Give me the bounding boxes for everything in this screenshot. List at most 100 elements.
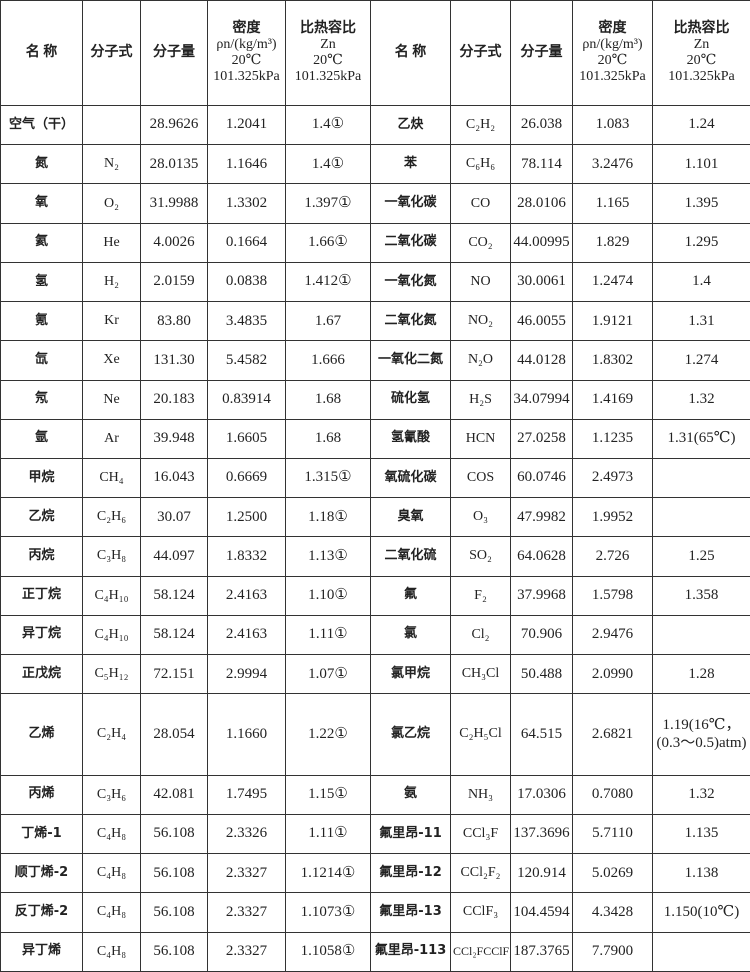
value-cell: 7.7900 [572, 931, 653, 972]
value-cell: 120.914 [510, 853, 573, 894]
value-cell: 2.4163 [207, 614, 286, 656]
value-cell: 56.108 [140, 931, 208, 972]
value-cell: 1.68 [285, 418, 371, 459]
name-cell: 反丁烯-2 [0, 892, 83, 933]
name-cell: 顺丁烯-2 [0, 853, 83, 894]
value-cell: 1.4 [652, 261, 750, 303]
header-cell: 比热容比 Zn 20℃ 101.325kPa [652, 0, 750, 106]
value-cell: 28.054 [140, 693, 208, 776]
table-row: 异丁烷 C₄H₁₀ 58.124 2.4163 1.11① 氯 Cl₂ 70.906 2.947… [0, 614, 750, 656]
header-line: 密度 [232, 20, 261, 36]
header-line: 101.325kPa [294, 69, 362, 85]
formula-cell: O₂ [82, 183, 141, 224]
name-cell: 正戊烷 [0, 654, 83, 695]
value-cell: 28.0135 [140, 144, 208, 185]
formula-cell: C₂H₂ [450, 104, 511, 146]
name-cell: 氟里昂-13 [370, 892, 451, 933]
value-cell: 1.68 [285, 379, 371, 420]
formula-cell: CCl₂F₂ [450, 853, 511, 894]
formula-cell: C₄H₈ [82, 853, 141, 894]
name-cell: 乙烯 [0, 693, 83, 776]
value-cell: 5.7110 [572, 813, 653, 855]
value-cell: 2.4163 [207, 575, 286, 616]
value-cell: 3.2476 [572, 144, 653, 185]
name-cell: 正丁烷 [0, 575, 83, 616]
name-cell: 氯甲烷 [370, 654, 451, 695]
formula-cell: Cl₂ [450, 614, 511, 656]
value-cell: 0.0838 [207, 261, 286, 303]
header-cell: 名 称 [0, 0, 83, 106]
value-cell: 1.1058① [285, 931, 371, 972]
formula-cell: CH₄ [82, 457, 141, 499]
value-cell: 2.726 [572, 536, 653, 577]
value-cell: 1.28 [652, 654, 750, 695]
value-cell: 1.2041 [207, 104, 286, 146]
value-cell: 1.083 [572, 104, 653, 146]
table-row: 顺丁烯-2 C₄H₈ 56.108 2.3327 1.1214① 氟里昂-12 CCl₂F₂… [0, 853, 750, 894]
name-cell: 臭氧 [370, 497, 451, 538]
value-cell: 1.4① [285, 104, 371, 146]
formula-cell: He [82, 222, 141, 263]
value-cell: 0.1664 [207, 222, 286, 263]
formula-cell: H₂S [450, 379, 511, 420]
value-cell: 1.2500 [207, 497, 286, 538]
name-cell: 氪 [0, 301, 83, 342]
value-cell: 30.07 [140, 497, 208, 538]
value-cell: 2.3327 [207, 853, 286, 894]
value-cell: 2.0159 [140, 261, 208, 303]
name-cell: 氖 [0, 379, 83, 420]
formula-cell: Ar [82, 418, 141, 459]
value-cell: 70.906 [510, 614, 573, 656]
empty-cell [82, 104, 141, 146]
formula-cell: C₄H₁₀ [82, 575, 141, 616]
formula-cell: CH₃Cl [450, 654, 511, 695]
formula-cell: Kr [82, 301, 141, 342]
value-cell: 1.150(10℃) [652, 892, 750, 933]
name-cell: 丙烷 [0, 536, 83, 577]
value-cell: 1.67 [285, 301, 371, 342]
value-cell: 1.18① [285, 497, 371, 538]
value-cell: 1.9952 [572, 497, 653, 538]
value-cell: 2.4973 [572, 457, 653, 499]
formula-cell: H₂ [82, 261, 141, 303]
value-cell: 42.081 [140, 774, 208, 815]
name-cell: 乙烷 [0, 497, 83, 538]
formula-cell: C₄H₈ [82, 892, 141, 933]
header-line: ρn/(kg/m³) [582, 36, 643, 52]
formula-cell: F₂ [450, 575, 511, 616]
value-cell: 1.2474 [572, 261, 653, 303]
formula-cell: HCN [450, 418, 511, 459]
table-row: 氙 Xe 131.30 5.4582 1.666 一氧化二氮 N₂O 44.0128 1.830… [0, 340, 750, 381]
value-cell: 1.9121 [572, 301, 653, 342]
table-row: 正戊烷 C₅H₁₂ 72.151 2.9994 1.07① 氯甲烷 CH₃Cl 50.488 2… [0, 654, 750, 695]
header-line: 比热容比 [300, 20, 356, 36]
value-cell: 60.0746 [510, 457, 573, 499]
value-cell: 58.124 [140, 614, 208, 656]
formula-cell: CO [450, 183, 511, 224]
value-cell: 1.66① [285, 222, 371, 263]
value-cell: 37.9968 [510, 575, 573, 616]
value-cell: 46.0055 [510, 301, 573, 342]
name-cell: 氧硫化碳 [370, 457, 451, 499]
formula-cell: C₆H₆ [450, 144, 511, 185]
value-cell: 1.666 [285, 340, 371, 381]
value-cell: 1.19(16℃，(0.3～0.5)atm) [652, 693, 750, 776]
name-cell: 氩 [0, 418, 83, 459]
formula-cell: SO₂ [450, 536, 511, 577]
name-cell: 甲烷 [0, 457, 83, 499]
header-cell: 分子式 [82, 0, 141, 106]
header-line: 101.325kPa [213, 69, 280, 85]
value-cell: 1.358 [652, 575, 750, 616]
value-cell: 16.043 [140, 457, 208, 499]
value-cell: 2.9476 [572, 614, 653, 656]
value-cell: 5.4582 [207, 340, 286, 381]
formula-cell: C₅H₁₂ [82, 654, 141, 695]
empty-cell [652, 497, 750, 538]
name-cell: 丁烯-1 [0, 813, 83, 855]
name-cell: 乙炔 [370, 104, 451, 146]
value-cell: 56.108 [140, 853, 208, 894]
formula-cell: CClF₃ [450, 892, 511, 933]
table-row: 乙烷 C₂H₆ 30.07 1.2500 1.18① 臭氧 O₃ 47.9982 1.9952 [0, 497, 750, 538]
header-line: 20℃ [597, 53, 628, 68]
value-cell: 1.22① [285, 693, 371, 776]
